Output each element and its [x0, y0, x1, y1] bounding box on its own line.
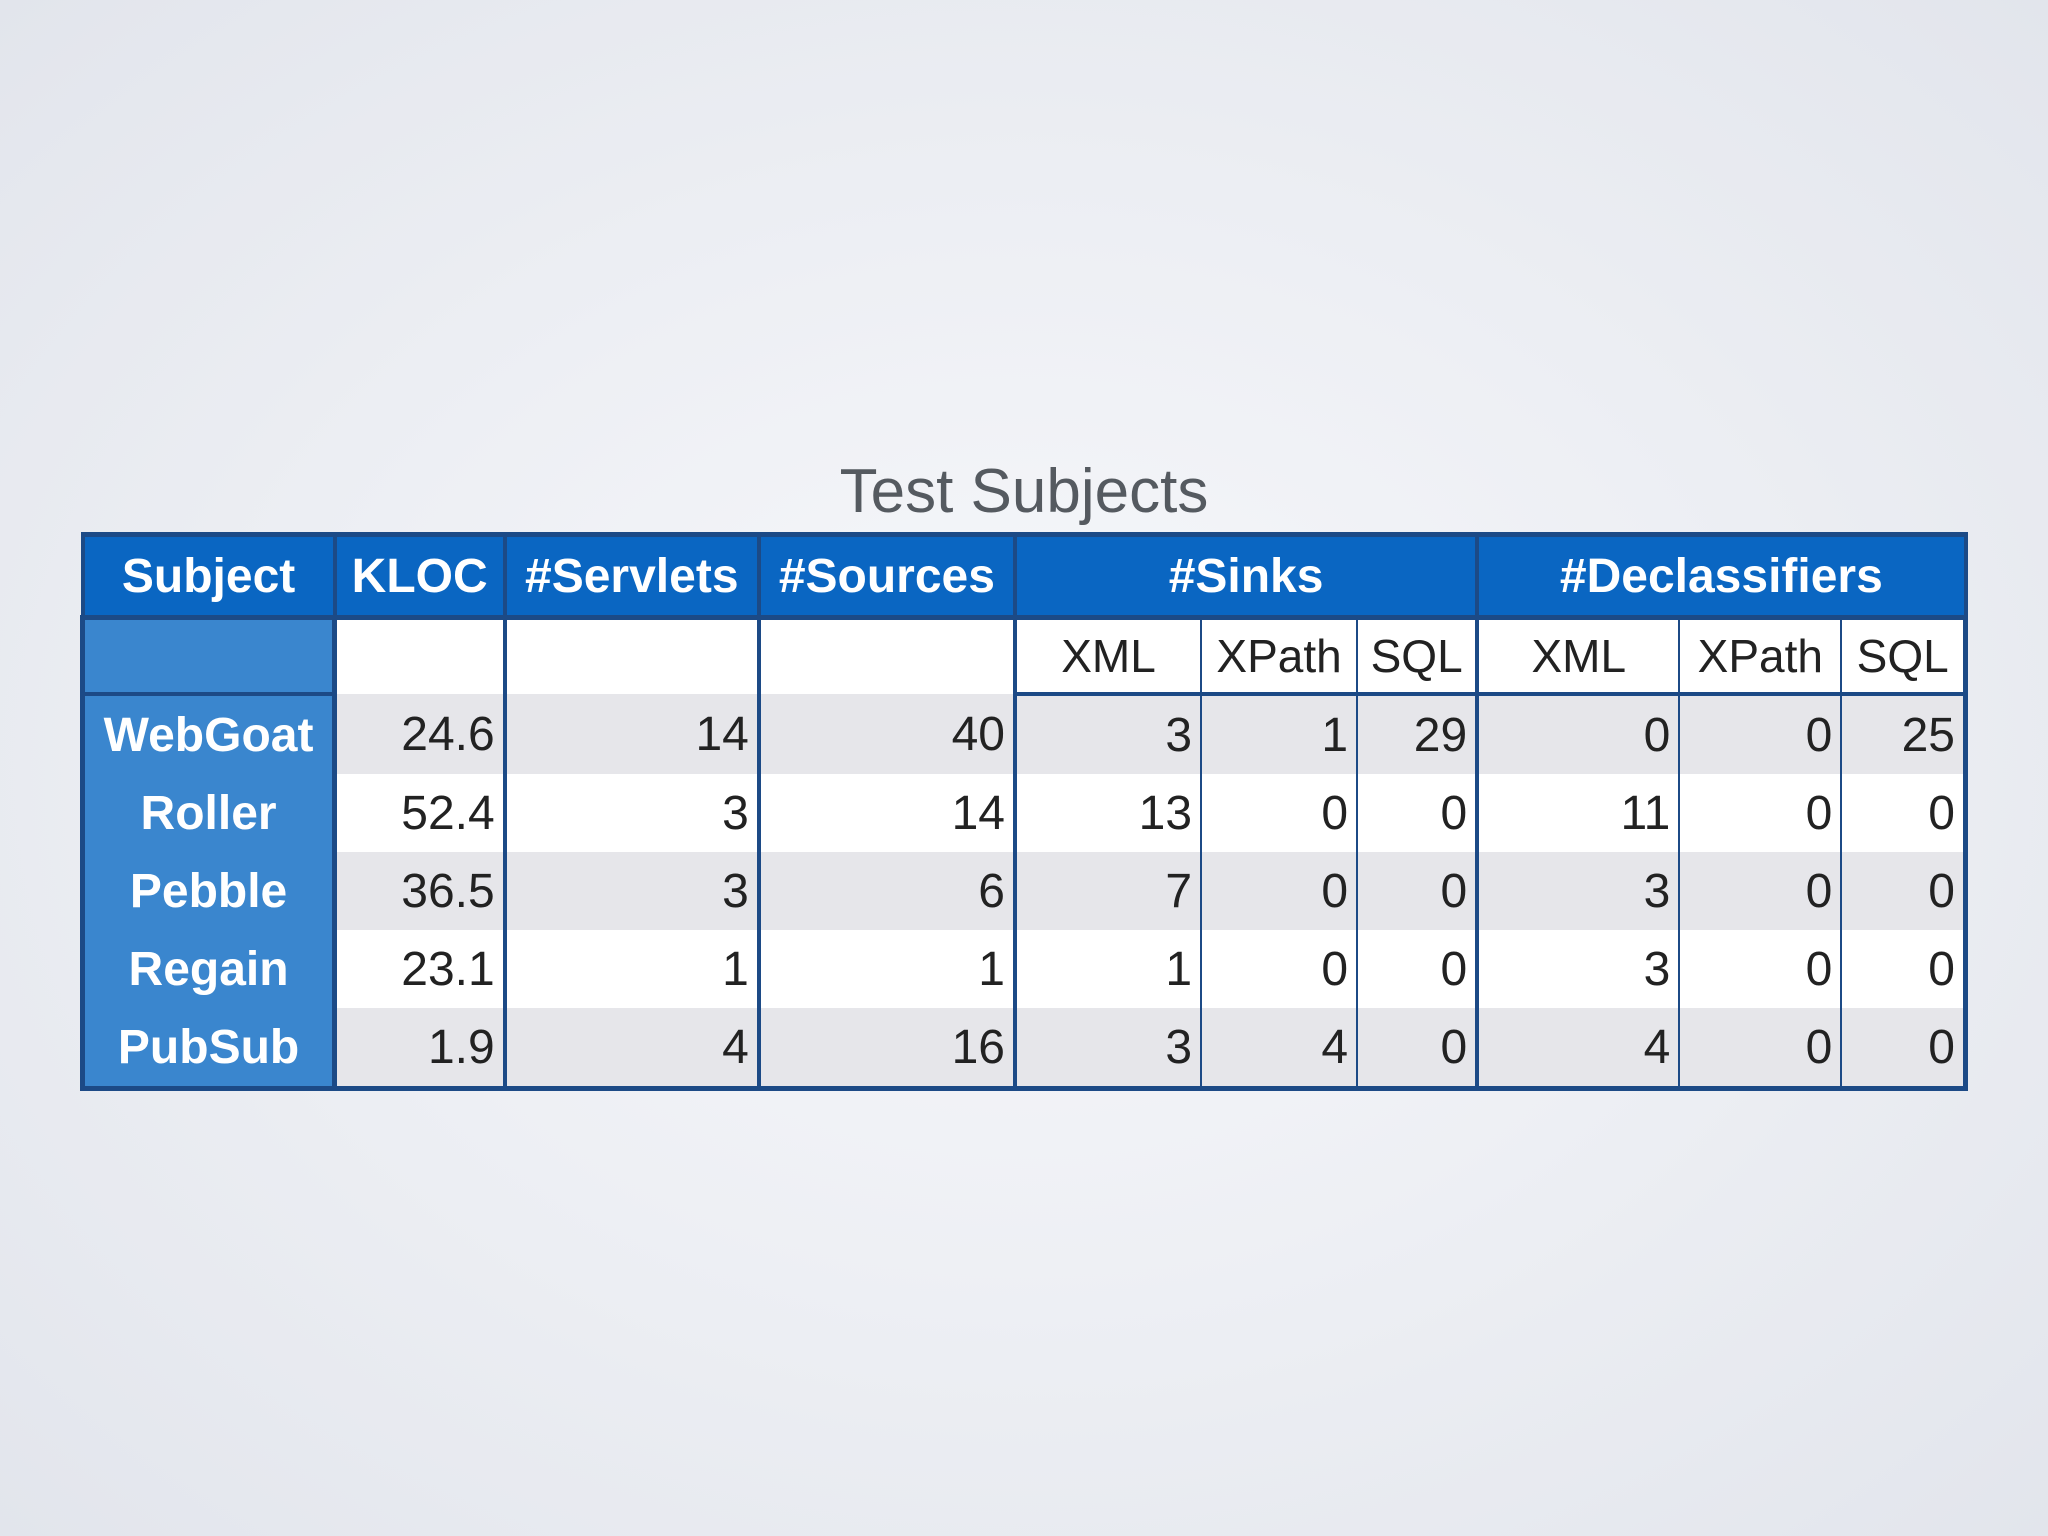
header-declassifiers: #Declassifiers: [1475, 532, 1968, 620]
cell-sinks-xpath: 4: [1200, 1008, 1358, 1091]
cell-servlets: 3: [502, 774, 759, 852]
cell-kloc: 23.1: [332, 930, 505, 1008]
cell-decl-sql: 25: [1840, 694, 1969, 774]
cell-sinks-sql: 0: [1356, 1008, 1478, 1091]
header-servlets: #Servlets: [502, 532, 761, 620]
cell-kloc: 24.6: [332, 694, 505, 774]
cell-decl-sql: 0: [1840, 930, 1969, 1008]
cell-sinks-xpath: 1: [1200, 694, 1358, 774]
cell-sinks-xpath: 0: [1200, 774, 1358, 852]
cell-decl-xpath: 0: [1678, 852, 1842, 930]
subheader-sources-cell: [756, 617, 1015, 694]
cell-decl-xpath: 0: [1678, 694, 1842, 774]
header-subject: Subject: [80, 532, 337, 620]
cell-sinks-xml: 13: [1012, 774, 1202, 852]
table-row: Roller 52.4 3 14 13 0 0 11 0 0: [79, 774, 1969, 852]
cell-decl-sql: 0: [1840, 852, 1969, 930]
row-subject-label: Pebble: [79, 852, 338, 930]
subheader-declassifiers-xml: XML: [1475, 617, 1680, 696]
cell-sources: 40: [756, 694, 1015, 774]
cell-servlets: 4: [502, 1008, 759, 1091]
header-row: Subject KLOC #Servlets #Sources #Sinks #…: [80, 532, 1968, 620]
subheader-sinks-xml: XML: [1012, 617, 1202, 696]
table-row: PubSub 1.9 4 16 3 4 0 4 0 0: [79, 1008, 1969, 1091]
table-row: WebGoat 24.6 14 40 3 1 29 0 0 25: [79, 694, 1969, 774]
cell-sinks-sql: 0: [1356, 774, 1478, 852]
slide-title: Test Subjects: [839, 457, 1209, 526]
cell-sinks-xpath: 0: [1200, 852, 1358, 930]
header-sinks: #Sinks: [1012, 532, 1480, 620]
cell-servlets: 3: [502, 852, 759, 930]
cell-decl-xml: 11: [1475, 774, 1680, 852]
subheader-subject-cell: [79, 617, 338, 696]
cell-servlets: 14: [502, 694, 759, 774]
cell-decl-xml: 3: [1475, 930, 1680, 1008]
subheader-declassifiers-xpath: XPath: [1678, 617, 1842, 696]
subheader-sinks-xpath: XPath: [1200, 617, 1358, 696]
cell-kloc: 1.9: [332, 1008, 505, 1091]
cell-decl-xml: 3: [1475, 852, 1680, 930]
cell-sources: 6: [756, 852, 1015, 930]
cell-decl-xml: 0: [1475, 694, 1680, 774]
cell-kloc: 52.4: [332, 774, 505, 852]
row-subject-label: Roller: [79, 774, 338, 852]
cell-sinks-sql: 0: [1356, 852, 1478, 930]
cell-sinks-sql: 0: [1356, 930, 1478, 1008]
subheader-servlets-cell: [502, 617, 759, 694]
row-subject-label: Regain: [79, 930, 338, 1008]
test-subjects-table: Subject KLOC #Servlets #Sources #Sinks #…: [79, 532, 1969, 1091]
subheader-row: XML XPath SQL XML XPath SQL: [79, 617, 1969, 696]
subheader-declassifiers-sql: SQL: [1840, 617, 1969, 696]
cell-sinks-sql: 29: [1356, 694, 1478, 774]
row-subject-label: PubSub: [79, 1008, 338, 1091]
cell-sinks-xml: 1: [1012, 930, 1202, 1008]
subheader-kloc-cell: [332, 617, 505, 694]
cell-kloc: 36.5: [332, 852, 505, 930]
cell-sinks-xpath: 0: [1200, 930, 1358, 1008]
header-kloc: KLOC: [332, 532, 507, 620]
cell-servlets: 1: [502, 930, 759, 1008]
table-row: Regain 23.1 1 1 1 0 0 3 0 0: [79, 930, 1969, 1008]
cell-sinks-xml: 3: [1012, 694, 1202, 774]
header-sources: #Sources: [756, 532, 1017, 620]
cell-decl-sql: 0: [1840, 1008, 1969, 1091]
cell-sources: 1: [756, 930, 1015, 1008]
row-subject-label: WebGoat: [79, 694, 338, 774]
cell-decl-xpath: 0: [1678, 774, 1842, 852]
subheader-sinks-sql: SQL: [1356, 617, 1478, 696]
cell-sinks-xml: 7: [1012, 852, 1202, 930]
cell-decl-xpath: 0: [1678, 930, 1842, 1008]
cell-decl-xml: 4: [1475, 1008, 1680, 1091]
cell-sinks-xml: 3: [1012, 1008, 1202, 1091]
table-row: Pebble 36.5 3 6 7 0 0 3 0 0: [79, 852, 1969, 930]
cell-sources: 14: [756, 774, 1015, 852]
cell-decl-xpath: 0: [1678, 1008, 1842, 1091]
cell-decl-sql: 0: [1840, 774, 1969, 852]
cell-sources: 16: [756, 1008, 1015, 1091]
